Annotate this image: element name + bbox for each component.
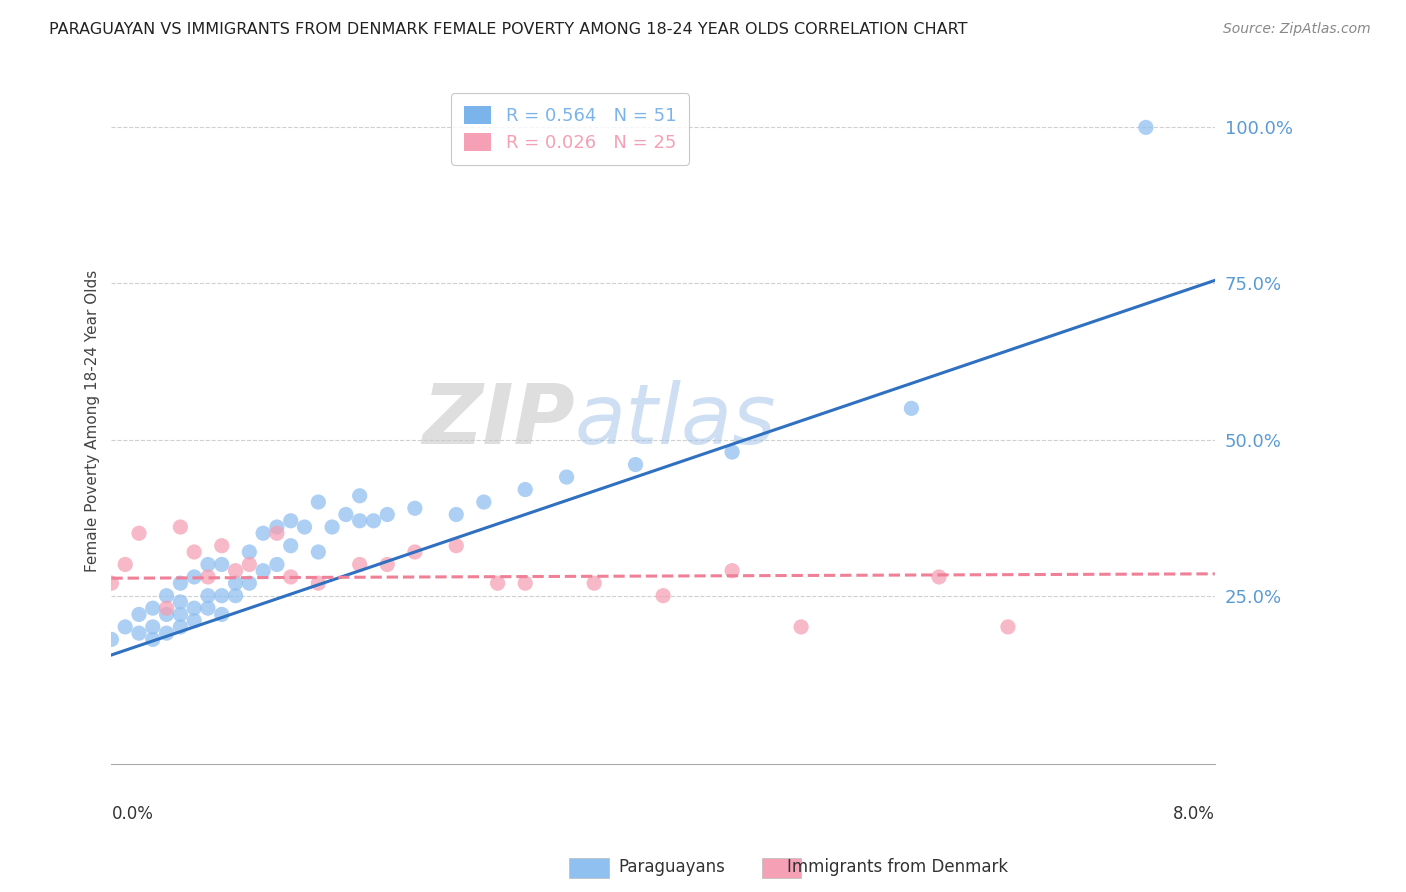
Point xyxy=(280,570,302,584)
Point xyxy=(197,589,219,603)
Point xyxy=(252,564,274,578)
Point xyxy=(155,626,177,640)
Point xyxy=(583,576,606,591)
Point xyxy=(252,526,274,541)
Legend: R = 0.564   N = 51, R = 0.026   N = 25: R = 0.564 N = 51, R = 0.026 N = 25 xyxy=(451,94,689,164)
Text: Source: ZipAtlas.com: Source: ZipAtlas.com xyxy=(1223,22,1371,37)
Point xyxy=(404,545,426,559)
Point xyxy=(183,545,205,559)
Text: 8.0%: 8.0% xyxy=(1173,805,1215,823)
Point xyxy=(128,626,150,640)
Point xyxy=(128,526,150,541)
Point xyxy=(114,620,136,634)
Point xyxy=(349,558,371,572)
Point xyxy=(928,570,950,584)
Point xyxy=(486,576,509,591)
Text: ZIP: ZIP xyxy=(422,380,575,461)
Point xyxy=(444,508,467,522)
Point xyxy=(375,508,398,522)
Point xyxy=(721,445,744,459)
Point xyxy=(197,601,219,615)
Point xyxy=(624,458,647,472)
Point xyxy=(349,514,371,528)
Point xyxy=(142,632,165,647)
Point xyxy=(100,632,122,647)
Point xyxy=(225,564,247,578)
Point xyxy=(721,564,744,578)
Point xyxy=(307,576,329,591)
Point xyxy=(515,576,537,591)
Point xyxy=(225,589,247,603)
Point xyxy=(211,539,233,553)
Point xyxy=(169,595,191,609)
Text: Paraguayans: Paraguayans xyxy=(619,858,725,876)
Point xyxy=(404,501,426,516)
Point xyxy=(155,601,177,615)
Point xyxy=(790,620,813,634)
Y-axis label: Female Poverty Among 18-24 Year Olds: Female Poverty Among 18-24 Year Olds xyxy=(86,269,100,572)
Point xyxy=(169,620,191,634)
Point xyxy=(238,558,260,572)
Point xyxy=(363,514,385,528)
Point xyxy=(211,607,233,622)
Point xyxy=(142,620,165,634)
Point xyxy=(652,589,675,603)
Point xyxy=(211,558,233,572)
Point xyxy=(183,601,205,615)
Point xyxy=(169,607,191,622)
Point xyxy=(349,489,371,503)
Point xyxy=(197,558,219,572)
Point xyxy=(155,589,177,603)
Point xyxy=(997,620,1019,634)
Text: Immigrants from Denmark: Immigrants from Denmark xyxy=(787,858,1008,876)
Point xyxy=(266,520,288,534)
Point xyxy=(294,520,316,534)
Point xyxy=(280,539,302,553)
Point xyxy=(375,558,398,572)
Point xyxy=(225,576,247,591)
Point xyxy=(183,570,205,584)
Text: atlas: atlas xyxy=(575,380,776,461)
Point xyxy=(307,495,329,509)
Point xyxy=(335,508,357,522)
Text: PARAGUAYAN VS IMMIGRANTS FROM DENMARK FEMALE POVERTY AMONG 18-24 YEAR OLDS CORRE: PARAGUAYAN VS IMMIGRANTS FROM DENMARK FE… xyxy=(49,22,967,37)
Point xyxy=(238,545,260,559)
Point xyxy=(280,514,302,528)
Point xyxy=(142,601,165,615)
Point xyxy=(266,558,288,572)
Point xyxy=(515,483,537,497)
Point xyxy=(197,570,219,584)
Point xyxy=(155,607,177,622)
Point xyxy=(169,520,191,534)
Point xyxy=(900,401,922,416)
Point xyxy=(555,470,578,484)
Text: 0.0%: 0.0% xyxy=(111,805,153,823)
Point xyxy=(100,576,122,591)
Point xyxy=(321,520,343,534)
Point xyxy=(114,558,136,572)
Point xyxy=(266,526,288,541)
Point xyxy=(1135,120,1157,135)
Point xyxy=(307,545,329,559)
Point xyxy=(169,576,191,591)
Point xyxy=(183,614,205,628)
Point xyxy=(211,589,233,603)
Point xyxy=(128,607,150,622)
Point xyxy=(472,495,495,509)
Point xyxy=(444,539,467,553)
Point xyxy=(238,576,260,591)
